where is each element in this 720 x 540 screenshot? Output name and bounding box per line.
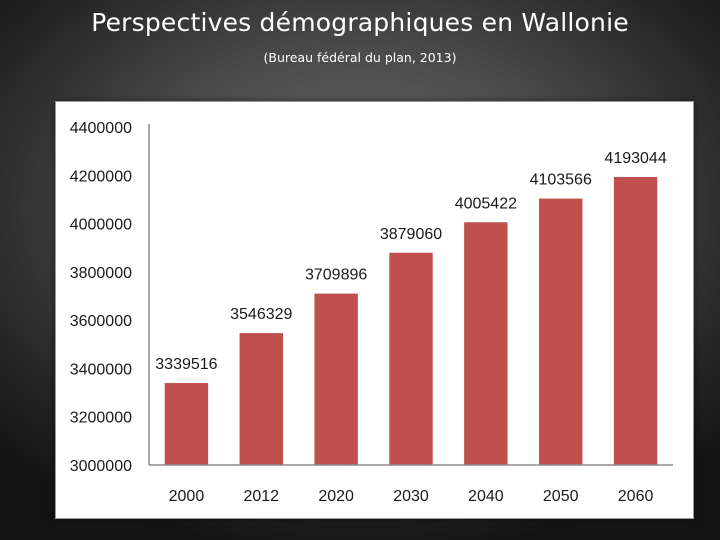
x-tick-label: 2030 bbox=[393, 488, 429, 505]
slide-title: Perspectives démographiques en Wallonie bbox=[91, 8, 629, 37]
data-label: 4193044 bbox=[604, 150, 666, 167]
x-tick-label: 2012 bbox=[243, 488, 279, 505]
bar-2000 bbox=[164, 383, 209, 465]
x-axis-ticks: 2000 2012 2020 2030 2040 2050 2060 bbox=[169, 488, 654, 505]
x-tick-label: 2020 bbox=[318, 488, 354, 505]
bar-2040 bbox=[464, 222, 508, 465]
data-label: 3709896 bbox=[305, 267, 367, 284]
y-tick-label: 3800000 bbox=[70, 265, 132, 282]
y-tick-label: 3600000 bbox=[70, 313, 132, 330]
x-tick-label: 2060 bbox=[618, 488, 654, 505]
bar-2012 bbox=[239, 333, 283, 465]
chart-frame: 3000000 3200000 3400000 3600000 3800000 40000… bbox=[55, 101, 694, 519]
y-tick-label: 4000000 bbox=[70, 217, 132, 234]
data-label: 4103566 bbox=[530, 172, 592, 189]
bar-2030 bbox=[389, 252, 433, 465]
bar-2020 bbox=[314, 293, 358, 465]
y-axis-ticks: 3000000 3200000 3400000 3600000 3800000 40000… bbox=[70, 120, 132, 475]
data-label: 3339516 bbox=[155, 356, 217, 373]
y-tick-label: 4400000 bbox=[70, 120, 132, 137]
y-tick-label: 3400000 bbox=[70, 361, 132, 378]
y-tick-label: 3000000 bbox=[70, 458, 132, 475]
data-label: 3879060 bbox=[380, 226, 442, 243]
y-tick-label: 3200000 bbox=[70, 410, 132, 427]
data-label: 3546329 bbox=[230, 306, 292, 323]
x-tick-label: 2040 bbox=[468, 488, 504, 505]
slide-subtitle: (Bureau fédéral du plan, 2013) bbox=[263, 50, 457, 65]
x-tick-label: 2050 bbox=[543, 488, 579, 505]
bar-chart: 3000000 3200000 3400000 3600000 3800000 40000… bbox=[70, 120, 673, 505]
bars bbox=[164, 176, 658, 465]
bar-2050 bbox=[539, 198, 583, 465]
x-tick-label: 2000 bbox=[169, 488, 205, 505]
bar-2060 bbox=[613, 176, 658, 465]
y-tick-label: 4200000 bbox=[70, 168, 132, 185]
data-label: 4005422 bbox=[455, 195, 517, 212]
data-labels: 3339516 3546329 3709896 3879060 4005422 41035… bbox=[155, 150, 667, 373]
